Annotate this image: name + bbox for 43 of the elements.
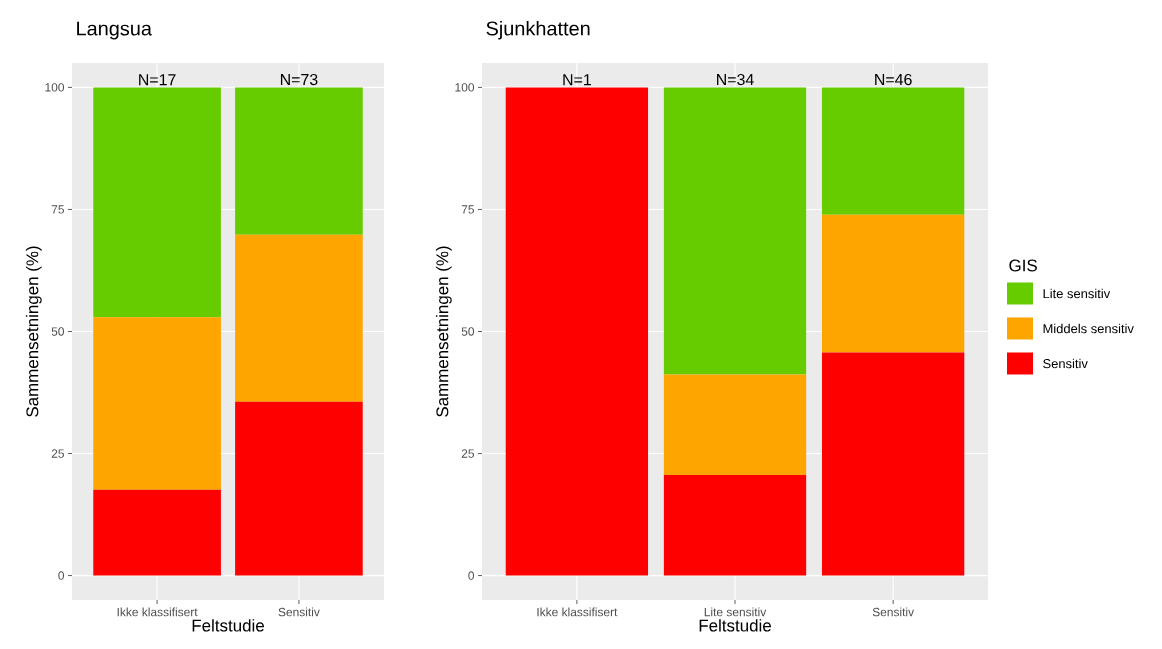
bar [505, 87, 649, 576]
legend-label: Sensitiv [1043, 358, 1088, 369]
x-tick-label: Sensitiv [872, 607, 915, 617]
y-axis-title: Sammensetningen (%) [25, 246, 42, 417]
legend-label: Lite sensitiv [1043, 288, 1111, 299]
y-tick-label: 50 [461, 327, 475, 336]
x-tick-label: Ikke klassifisert [537, 607, 618, 617]
x-tick-label: Lite sensitiv [704, 607, 767, 617]
y-axis-title: Sammensetningen (%) [435, 246, 452, 417]
y-tick-label: 100 [45, 83, 65, 92]
chart-title: Sjunkhatten [486, 20, 590, 40]
x-tick-label: Ikke klassifisert [117, 607, 198, 617]
y-tick-label: 50 [51, 327, 65, 336]
bar [235, 401, 363, 576]
y-tick-label: 0 [468, 571, 475, 580]
bar [821, 352, 965, 576]
bar [821, 214, 965, 353]
y-tick-label: 25 [461, 449, 474, 458]
bar [235, 87, 363, 235]
bar [93, 317, 221, 490]
y-tick-label: 0 [58, 571, 65, 580]
annotation: N=1 [563, 74, 591, 86]
legend-label: Middels sensitiv [1043, 323, 1134, 334]
legend-title: GIS [1009, 259, 1037, 272]
y-tick-label: 100 [455, 83, 475, 92]
y-tick-label: 25 [51, 449, 64, 458]
bar [93, 489, 221, 576]
y-tick-label: 75 [461, 205, 474, 214]
x-tick-label: Sensitiv [278, 607, 320, 617]
x-axis-title: Feltstudie [699, 619, 771, 632]
chart-title: Langsua [77, 21, 152, 40]
annotation: N=17 [139, 74, 176, 86]
x-axis-title: Feltstudie [192, 619, 264, 632]
y-tick-label: 75 [51, 205, 64, 214]
bar [93, 87, 221, 318]
bar [821, 87, 965, 215]
bar [663, 475, 807, 576]
bar [663, 374, 807, 476]
bar [663, 87, 807, 375]
annotation: N=73 [280, 73, 318, 86]
annotation: N=46 [875, 73, 912, 86]
bar [235, 234, 363, 402]
annotation: N=34 [717, 73, 754, 86]
